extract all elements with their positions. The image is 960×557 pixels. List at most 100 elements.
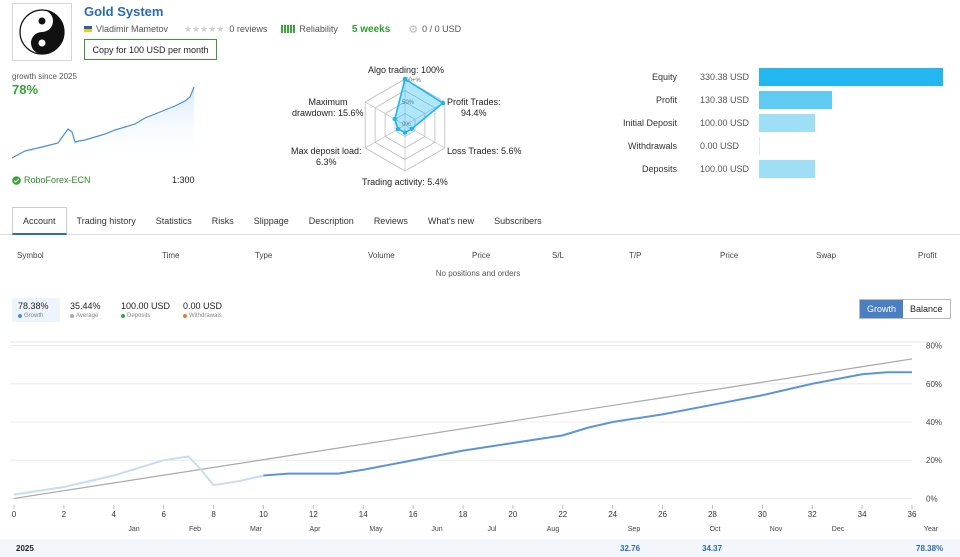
verified-shield-icon [12,175,21,185]
month-label: Oct [710,526,721,533]
legend-dot-icon [18,314,22,318]
positions-table-header: Symbol Time Type Volume Price S/L T/P Price Swap… [0,246,960,264]
summary-label: Withdrawals [189,313,222,319]
equity-label: Profit [655,95,677,105]
summary-value: 100.00 USD [121,301,171,311]
x-tick-label: 4 [112,510,117,519]
summary-value: 35.44% [70,301,101,311]
column-header[interactable]: Profit [918,251,937,260]
tab-statistics[interactable]: Statistics [155,216,192,226]
copy-subscribe-button[interactable]: Copy for 100 USD per month [84,39,217,60]
x-tick-label: 26 [658,510,667,519]
tab-reviews[interactable]: Reviews [373,216,408,226]
tab-subscribers[interactable]: Subscribers [494,216,542,226]
growth-mode-button[interactable]: Growth [860,300,904,318]
summary-withdrawals[interactable]: 0.00 USD Withdrawals [177,298,229,322]
radar-point [392,116,397,122]
summary-growth[interactable]: 78.38% Growth [12,298,60,322]
equity-value: 100.00 USD [700,164,750,174]
x-tick-label: 36 [908,510,917,519]
broker-link[interactable]: RoboForex-ECN [12,175,91,185]
column-header[interactable]: Price [720,251,739,260]
reliability-label: Reliability [299,24,338,34]
summary-value: 0.00 USD [183,301,223,311]
radar-chart: 100+% 50% 0% [364,76,446,172]
column-header[interactable]: Swap [816,251,837,260]
equity-bar [759,68,943,86]
x-tick-label: 10 [259,510,268,519]
summary-deposits[interactable]: 100.00 USD Deposits [115,298,173,322]
tab-account[interactable]: Account [12,207,67,235]
legend-dot-icon [183,314,187,318]
radar-point [409,126,414,132]
radar-tick-100: 100+% [402,78,422,84]
sep-growth: 32.76 [620,544,641,553]
month-label: Jul [488,526,497,533]
month-label: Year [924,526,939,533]
column-header[interactable]: Symbol [17,251,44,260]
reliability-icon [281,25,296,33]
column-header[interactable]: S/L [552,251,565,260]
x-tick-label: 30 [758,510,767,519]
summary-label: Deposits [127,313,151,319]
subscribers-icon: ⚙ [408,23,419,36]
rating-stars-icon: ★★★★★ [184,23,225,34]
x-tick-label: 34 [858,510,867,519]
weeks-badge: 5 weeks [351,23,391,35]
growth-chart: 0%20%40%60%80%0 2 4 6 8 10 12 14 16 18 20 22 24 26 28 3… [10,341,942,533]
x-tick-label: 16 [409,510,418,519]
column-header[interactable]: Price [472,251,491,260]
flag-icon [84,26,92,32]
tab-risks[interactable]: Risks [211,216,234,226]
equity-bar [759,91,832,109]
y-tick-label: 60% [926,380,942,389]
growth-line-history [13,455,264,496]
x-tick-label: 18 [459,510,468,519]
column-header[interactable]: Type [255,251,273,260]
x-tick-label: 22 [558,510,567,519]
x-tick-label: 12 [309,510,318,519]
x-tick-label: 2 [62,510,67,519]
average-line [13,358,913,500]
y-tick-label: 0% [926,494,938,503]
tab-trading-history[interactable]: Trading history [76,216,136,226]
tab-description[interactable]: Description [308,216,354,226]
x-tick-label: 24 [608,510,617,519]
equity-label: Deposits [641,164,677,174]
chart-mode-toggle: Growth Balance [859,299,951,319]
summary-value: 78.38% [18,301,49,311]
reviews-count[interactable]: 0 reviews [229,24,268,34]
year-total-growth: 78.38% [916,544,944,553]
radar-label-profit-trades: Profit Trades: 94.4% [447,97,501,118]
signal-title[interactable]: Gold System [84,4,164,19]
x-tick-label: 0 [12,510,17,519]
leverage-value: 1:300 [172,175,195,185]
column-header[interactable]: T/P [629,251,642,260]
column-header[interactable]: Volume [368,251,395,260]
radar-tick-50: 50% [402,100,415,106]
month-label: Feb [189,526,201,533]
summary-label: Growth [24,313,44,319]
broker-name[interactable]: RoboForex-ECN [24,175,91,185]
tab-slippage[interactable]: Slippage [253,216,289,226]
equity-bar [759,137,760,155]
month-label: Jun [431,526,442,533]
radar-point [402,76,408,82]
equity-value: 330.38 USD [700,72,750,82]
legend-dot-icon [121,314,125,318]
balance-mode-button[interactable]: Balance [903,300,950,318]
tab-what-s-new[interactable]: What's new [427,216,475,226]
month-label: Apr [310,526,322,533]
equity-value: 130.38 USD [700,95,750,105]
equity-value: 0.00 USD [700,141,740,151]
column-header[interactable]: Time [162,251,180,260]
equity-bar [759,114,815,132]
author-name[interactable]: Vladimir Mametov [96,24,169,34]
y-tick-label: 80% [926,342,942,351]
year-label: 2025 [16,544,34,553]
account-tabs: Account Trading history Statistics Risks Sli… [12,207,948,235]
summary-average[interactable]: 35.44% Average [64,298,112,322]
radar-tick-0: 0% [402,122,411,128]
signal-avatar [12,3,72,61]
mini-growth-chart [11,86,195,162]
